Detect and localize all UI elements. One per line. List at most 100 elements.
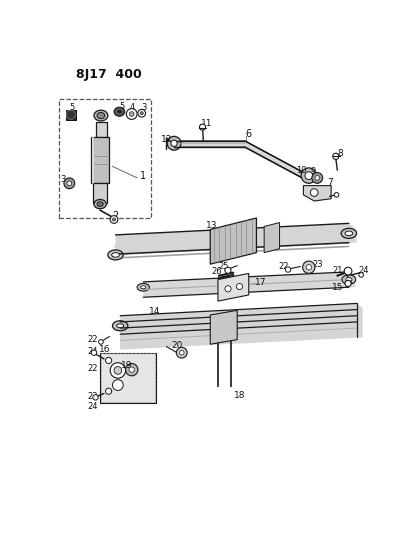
Bar (217, 387, 233, 399)
Circle shape (285, 267, 291, 272)
Text: 5: 5 (70, 103, 75, 112)
Polygon shape (264, 223, 279, 253)
Text: 22: 22 (87, 392, 98, 401)
Circle shape (180, 350, 184, 355)
Circle shape (67, 181, 72, 185)
Circle shape (236, 284, 242, 289)
Circle shape (225, 286, 231, 292)
Text: 1: 1 (140, 171, 146, 181)
Text: 5: 5 (119, 102, 125, 111)
Text: 10: 10 (296, 166, 306, 175)
Circle shape (113, 379, 123, 391)
Circle shape (126, 109, 137, 119)
Text: 7: 7 (327, 178, 332, 187)
Circle shape (306, 264, 312, 270)
Bar (100, 353, 156, 403)
Circle shape (332, 154, 339, 159)
Circle shape (140, 112, 143, 115)
Text: 2: 2 (113, 212, 119, 221)
Ellipse shape (141, 286, 146, 289)
Text: 3: 3 (60, 175, 66, 184)
Polygon shape (210, 218, 256, 264)
Ellipse shape (341, 228, 357, 238)
Text: 24: 24 (87, 402, 98, 411)
Text: 21: 21 (332, 266, 342, 275)
Bar (101, 353, 155, 402)
Circle shape (315, 175, 320, 180)
Circle shape (302, 261, 315, 273)
Circle shape (345, 280, 351, 287)
Polygon shape (120, 303, 363, 350)
Text: 22: 22 (278, 262, 289, 271)
Ellipse shape (97, 202, 103, 206)
Text: 20: 20 (171, 341, 183, 350)
Ellipse shape (137, 284, 150, 291)
Text: 18: 18 (234, 391, 245, 400)
Polygon shape (174, 141, 307, 180)
Circle shape (310, 189, 318, 196)
Polygon shape (115, 223, 357, 254)
Ellipse shape (114, 107, 125, 116)
Ellipse shape (94, 199, 106, 209)
Text: 23: 23 (312, 260, 323, 269)
Text: 24: 24 (358, 266, 369, 275)
Text: 15: 15 (332, 283, 343, 292)
Circle shape (138, 109, 145, 117)
Circle shape (129, 112, 134, 116)
Text: 6: 6 (246, 129, 252, 139)
Circle shape (344, 267, 352, 275)
Polygon shape (210, 310, 237, 344)
Circle shape (64, 178, 75, 189)
Text: 11: 11 (201, 119, 213, 128)
Circle shape (334, 192, 339, 197)
Bar (96, 122, 107, 137)
Ellipse shape (94, 110, 108, 121)
Circle shape (171, 140, 177, 147)
Polygon shape (218, 273, 249, 301)
Text: 3: 3 (141, 102, 147, 111)
Circle shape (66, 110, 76, 119)
Ellipse shape (217, 390, 231, 398)
Circle shape (199, 124, 206, 130)
Circle shape (113, 218, 115, 221)
Bar (58, 99, 151, 218)
Bar (66, 110, 76, 120)
Circle shape (110, 363, 125, 378)
Text: 19: 19 (121, 361, 133, 370)
Circle shape (125, 364, 138, 376)
Circle shape (106, 357, 112, 364)
Text: 22: 22 (87, 335, 98, 344)
Text: 9: 9 (310, 167, 315, 176)
Text: 22: 22 (87, 364, 98, 373)
Circle shape (114, 367, 122, 374)
Circle shape (301, 168, 316, 183)
Bar (91, 137, 109, 183)
Text: 8: 8 (337, 149, 343, 158)
Circle shape (312, 173, 323, 183)
Circle shape (99, 340, 103, 344)
Ellipse shape (346, 278, 352, 281)
Circle shape (91, 350, 97, 356)
Text: 17: 17 (254, 278, 266, 287)
Ellipse shape (97, 112, 105, 119)
Circle shape (225, 267, 231, 273)
Circle shape (129, 367, 134, 373)
Circle shape (176, 348, 187, 358)
Text: 14: 14 (149, 306, 161, 316)
Text: 26: 26 (211, 268, 222, 276)
Text: 8J17  400: 8J17 400 (76, 68, 141, 81)
Text: 24: 24 (87, 348, 98, 357)
Circle shape (93, 394, 98, 400)
Text: 12: 12 (161, 135, 172, 144)
Circle shape (106, 388, 112, 394)
Ellipse shape (112, 253, 119, 257)
Ellipse shape (116, 109, 122, 114)
Circle shape (110, 216, 118, 223)
Circle shape (359, 273, 363, 277)
Bar (93, 183, 107, 203)
Ellipse shape (108, 250, 123, 260)
Circle shape (305, 172, 313, 180)
Polygon shape (303, 185, 331, 201)
Ellipse shape (117, 324, 124, 328)
Circle shape (167, 136, 181, 150)
